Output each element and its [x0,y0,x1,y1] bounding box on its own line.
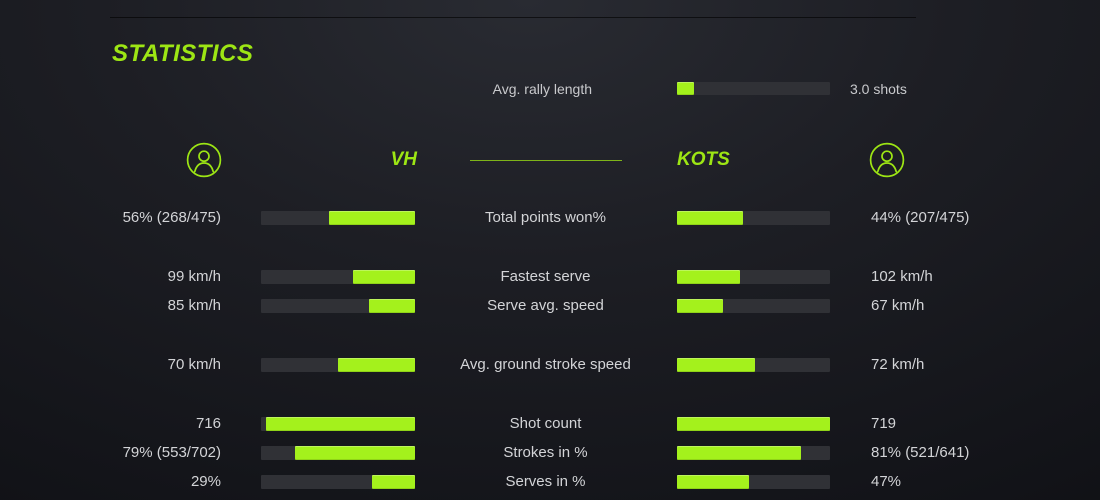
user-icon [869,142,905,178]
stat-left-value: 70 km/h [167,356,221,373]
stat-right-bar-fill [677,299,723,313]
stat-left-bar-fill [371,475,415,489]
section-divider-line [110,17,916,18]
rally-length-row: Avg. rally length 3.0 shots [0,75,1100,103]
stat-left-value: 99 km/h [167,268,221,285]
stat-right-bar [677,211,830,225]
stat-left-bar [261,417,415,431]
stat-row-shot-count: 716 Shot count 719 [0,410,1100,438]
stat-label: Shot count [509,415,582,432]
rally-length-bar [677,82,830,95]
stat-row-fastest-serve: 99 km/h Fastest serve 102 km/h [0,263,1100,291]
stat-row-serve-avg-speed: 85 km/h Serve avg. speed 67 km/h [0,292,1100,320]
stat-row-ground-stroke-speed: 70 km/h Avg. ground stroke speed 72 km/h [0,351,1100,379]
stat-label: Serves in % [505,473,586,490]
stat-row-serves-in: 29% Serves in % 47% [0,468,1100,496]
stat-left-bar [261,446,415,460]
user-icon [186,142,222,178]
stat-left-value: 29% [190,473,221,490]
player-left-name: VH [390,149,417,170]
stat-right-value: 102 km/h [871,268,933,285]
stat-right-bar-fill [677,475,749,489]
stat-label: Avg. ground stroke speed [460,356,631,373]
stat-right-value: 67 km/h [871,297,925,314]
stat-left-bar [261,299,415,313]
stat-row-strokes-in: 79% (553/702) Strokes in % 81% (521/641) [0,439,1100,467]
stat-right-bar [677,299,830,313]
stat-left-bar-fill [368,299,415,313]
stat-right-value: 47% [871,473,902,490]
stat-row-total-points: 56% (268/475) Total points won% 44% (207… [0,204,1100,232]
stat-left-bar-fill [265,417,415,431]
versus-divider-line [470,160,622,161]
stat-right-bar-fill [677,211,743,225]
stat-right-bar [677,446,830,460]
stat-left-bar [261,270,415,284]
stat-right-value: 72 km/h [871,356,925,373]
stat-right-bar [677,475,830,489]
stat-left-value: 85 km/h [167,297,221,314]
stat-label: Serve avg. speed [487,297,604,314]
stat-left-bar-fill [353,270,415,284]
stat-label: Fastest serve [500,268,591,285]
stat-right-bar-fill [677,358,756,372]
rally-length-label: Avg. rally length [492,81,592,97]
stat-right-value: 719 [871,415,897,432]
rally-length-value: 3.0 shots [850,81,907,97]
rally-length-bar-fill [677,82,694,95]
stat-left-bar-fill [294,446,415,460]
stat-left-bar [261,358,415,372]
stat-left-value: 716 [195,415,221,432]
stat-left-bar-fill [338,358,415,372]
stat-left-bar [261,475,415,489]
stat-right-value: 44% (207/475) [871,209,970,226]
stat-left-value: 79% (553/702) [122,444,221,461]
stat-right-bar [677,417,830,431]
page-title: STATISTICS [112,40,254,67]
stat-label: Total points won% [485,209,606,226]
player-right-name: KOTS [677,149,730,170]
stat-right-bar-fill [677,446,801,460]
stat-right-bar-fill [677,270,740,284]
stat-left-bar [261,211,415,225]
stat-right-bar [677,358,830,372]
stat-label: Strokes in % [503,444,588,461]
stat-right-value: 81% (521/641) [871,444,970,461]
players-header: VH KOTS [0,141,1100,179]
stat-right-bar-fill [677,417,830,431]
stat-left-value: 56% (268/475) [122,209,221,226]
stat-left-bar-fill [328,211,415,225]
stat-right-bar [677,270,830,284]
